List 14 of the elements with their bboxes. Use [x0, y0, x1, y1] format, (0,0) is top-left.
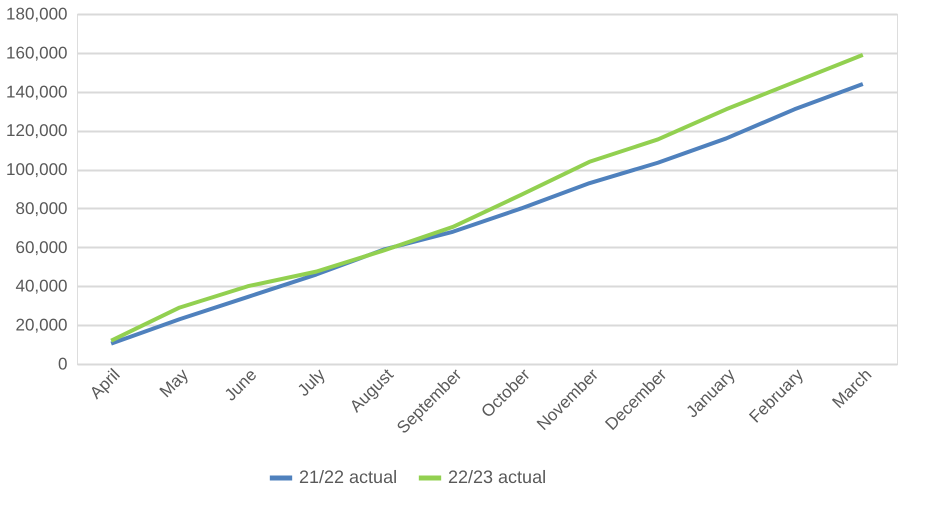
- y-tick-label: 20,000: [16, 316, 68, 335]
- y-tick-label: 180,000: [6, 4, 68, 24]
- x-tick-label: May: [156, 364, 192, 402]
- legend-label: 22/23 actual: [448, 467, 546, 487]
- y-tick-label: 0: [58, 354, 68, 374]
- y-tick-label: 120,000: [6, 121, 68, 140]
- x-tick-label: July: [294, 364, 330, 400]
- y-tick-label: 160,000: [6, 43, 68, 62]
- y-tick-label: 80,000: [16, 198, 68, 218]
- y-tick-label: 40,000: [16, 276, 68, 296]
- y-tick-label: 100,000: [6, 160, 68, 180]
- y-tick-label: 140,000: [6, 82, 68, 102]
- legend-label: 21/22 actual: [299, 467, 398, 487]
- y-tick-label: 60,000: [16, 238, 68, 257]
